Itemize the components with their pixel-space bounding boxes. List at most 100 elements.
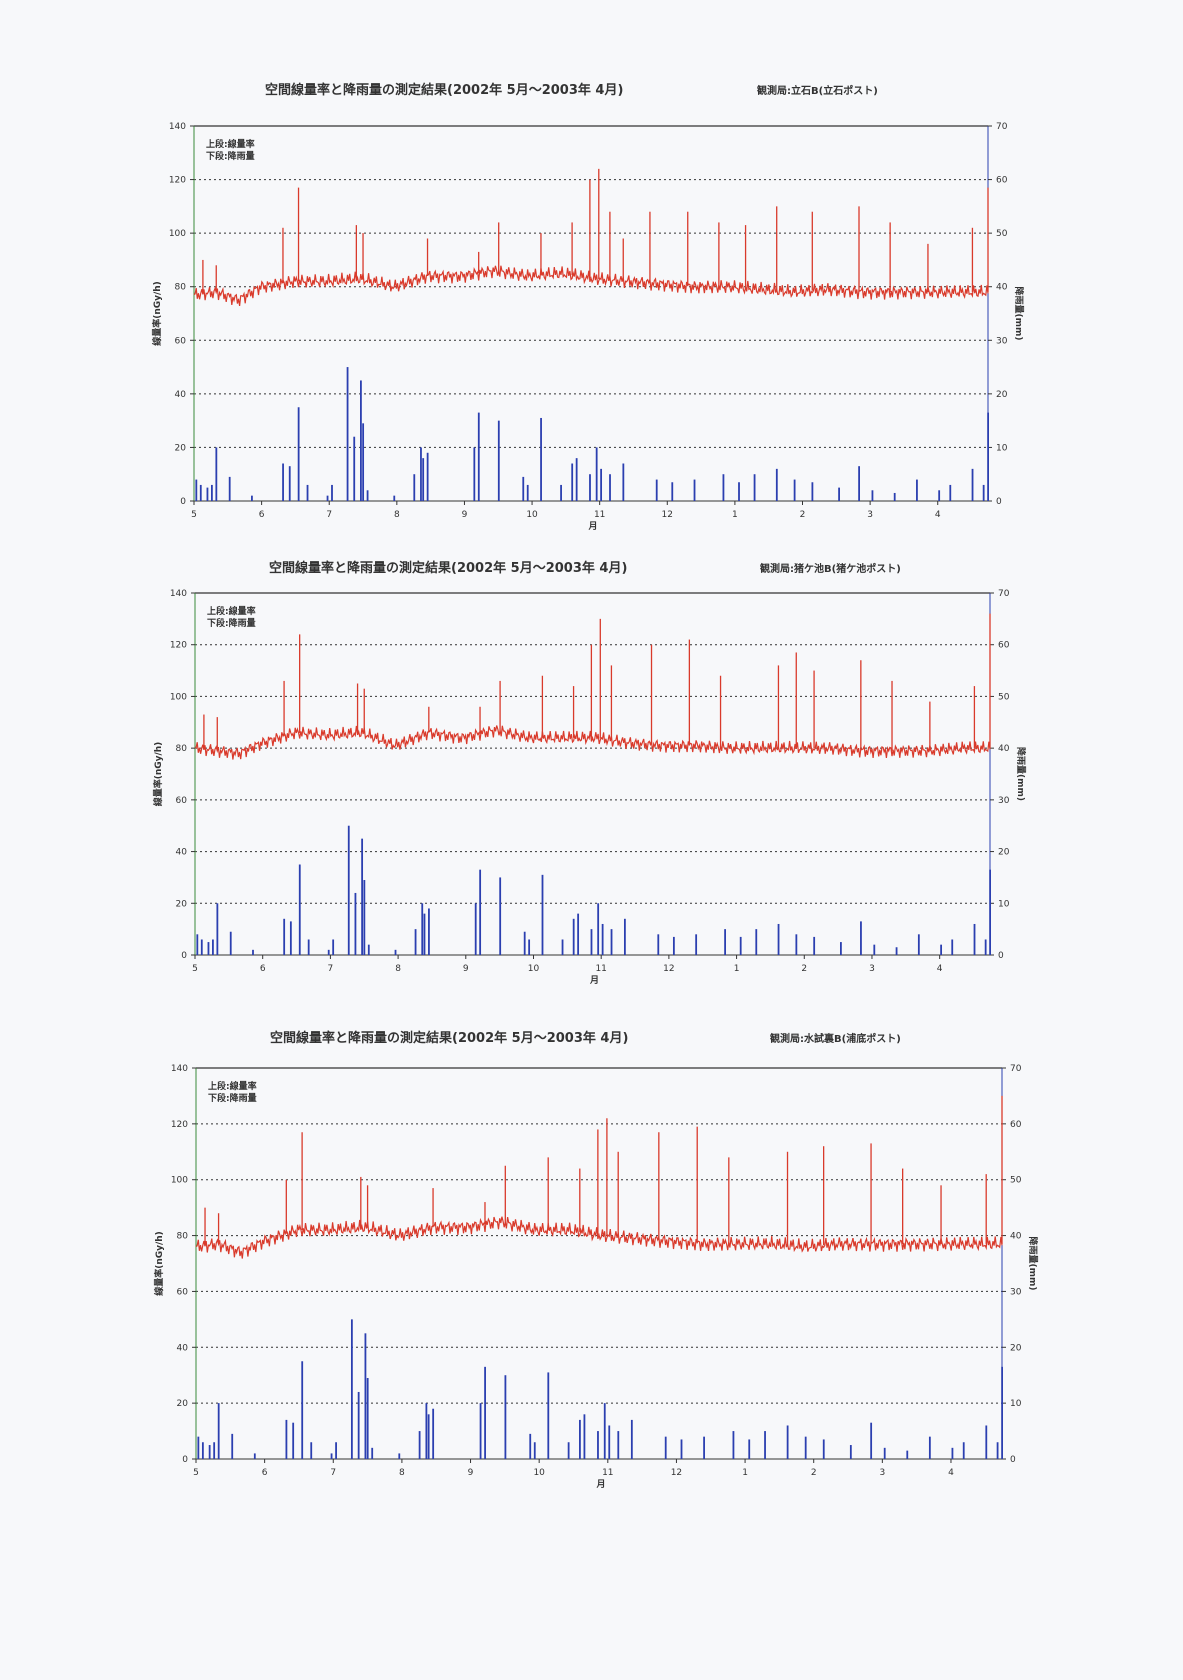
y2-tick-label: 60 [996,176,1008,186]
rain-bar [630,1419,633,1459]
rain-bar [871,490,874,501]
x-tick-label: 8 [395,964,401,974]
y-axis-label: 線量率(nGy/h) [153,1231,165,1296]
rain-bar [623,918,626,955]
x-tick-label: 7 [326,510,332,520]
rain-bar [252,949,254,955]
rain-bar [282,463,284,501]
y2-tick-label: 10 [998,899,1010,909]
rain-bar [703,1436,705,1459]
rain-bar [297,407,300,501]
rain-bar [610,929,613,955]
legend-upper: 上段:線量率 [206,138,255,150]
y-tick-label: 40 [176,848,188,858]
rain-bar [764,1431,766,1459]
rain-bar [479,869,482,955]
rain-bar [873,944,876,955]
y2-tick-label: 0 [996,497,1002,507]
x-tick-label: 8 [399,1468,405,1478]
x-tick-label: 7 [328,964,334,974]
y2-tick-label: 30 [996,336,1008,346]
rain-bar [571,463,574,501]
rain-bar [940,944,943,955]
x-tick-label: 5 [191,510,197,520]
rain-bar [603,1403,606,1459]
rain-bar [393,495,396,501]
chart-svg: 0 20 40 60 80 100 120 140 0 10 20 30 40 50 60 70 5 6 7 8 9 10… [151,122,1025,532]
y-tick-label: 120 [171,1120,188,1130]
rain-bar [331,484,333,501]
rain-bar [427,1414,430,1459]
rain-bar [560,484,562,501]
rain-bar [811,482,814,501]
rain-bar [199,484,202,501]
y2-axis-label: 降雨量(mm) [1027,1237,1039,1291]
rain-bar [589,474,591,501]
rain-bar [949,484,952,501]
rain-bar [572,918,575,955]
rain-bar [231,1433,234,1459]
y2-tick-label: 20 [996,390,1008,400]
y-tick-label: 60 [177,1287,189,1297]
rain-bar [609,474,611,501]
x-tick-label: 7 [330,1468,336,1478]
rain-bar [200,939,203,955]
rain-bar [422,458,425,501]
x-tick-label: 8 [394,510,400,520]
rain-bar [426,452,429,501]
x-tick-label: 1 [734,964,740,974]
y-tick-label: 140 [170,589,187,599]
rain-bar [795,934,798,955]
y2-tick-label: 60 [1010,1120,1022,1130]
rain-bar [526,484,529,501]
rain-bar [575,458,578,501]
x-tick-label: 6 [260,964,266,974]
y-tick-label: 120 [169,176,186,186]
y-tick-label: 60 [175,336,187,346]
x-axis-label: 月 [587,521,597,532]
rain-bar [971,468,974,501]
rain-bar [367,944,370,955]
chart-suishiura: 空間線量率と降雨量の測定結果(2002年 5月～2003年 4月) 観測局:水試… [0,1018,1183,1488]
rain-bar [982,484,985,501]
rain-bar [421,903,424,955]
chart-inokeike: 空間線量率と降雨量の測定結果(2002年 5月～2003年 4月) 観測局:猪ケ… [0,548,1183,1018]
rain-bar [210,484,213,501]
rain-bar [360,380,362,501]
rain-bar [951,939,954,955]
dose-rate-line [193,265,989,306]
rain-bar [394,949,397,955]
rain-bar [583,1414,586,1459]
rain-bar [601,923,604,955]
rain-bar [916,479,918,501]
rain-bar [206,487,209,501]
rain-bar [996,1442,999,1459]
rain-bar [547,1372,550,1459]
x-tick-label: 3 [867,510,873,520]
rain-bar [283,918,286,955]
y-tick-label: 100 [171,1176,188,1186]
rain-bar [327,949,330,955]
rain-bar [197,1436,200,1459]
rain-bar [207,942,210,955]
rain-bar [473,447,476,501]
x-tick-label: 4 [948,1468,954,1478]
x-tick-label: 9 [463,964,469,974]
x-tick-label: 11 [595,964,606,974]
rain-bar [353,436,356,501]
y-tick-label: 20 [177,1399,189,1409]
rain-bar [420,447,422,501]
rain-bar [664,1436,667,1459]
rain-bar [533,1442,536,1459]
rain-bar [938,490,941,501]
x-tick-label: 6 [262,1468,268,1478]
y-tick-label: 20 [176,899,188,909]
rain-bar [251,495,253,501]
rain-bar [595,447,598,501]
y-tick-label: 20 [175,443,187,453]
x-tick-label: 2 [800,510,806,520]
y-tick-label: 80 [177,1232,189,1242]
rain-bar [484,1366,486,1459]
dose-rate-line [195,1216,1003,1259]
rain-bar [366,490,369,501]
